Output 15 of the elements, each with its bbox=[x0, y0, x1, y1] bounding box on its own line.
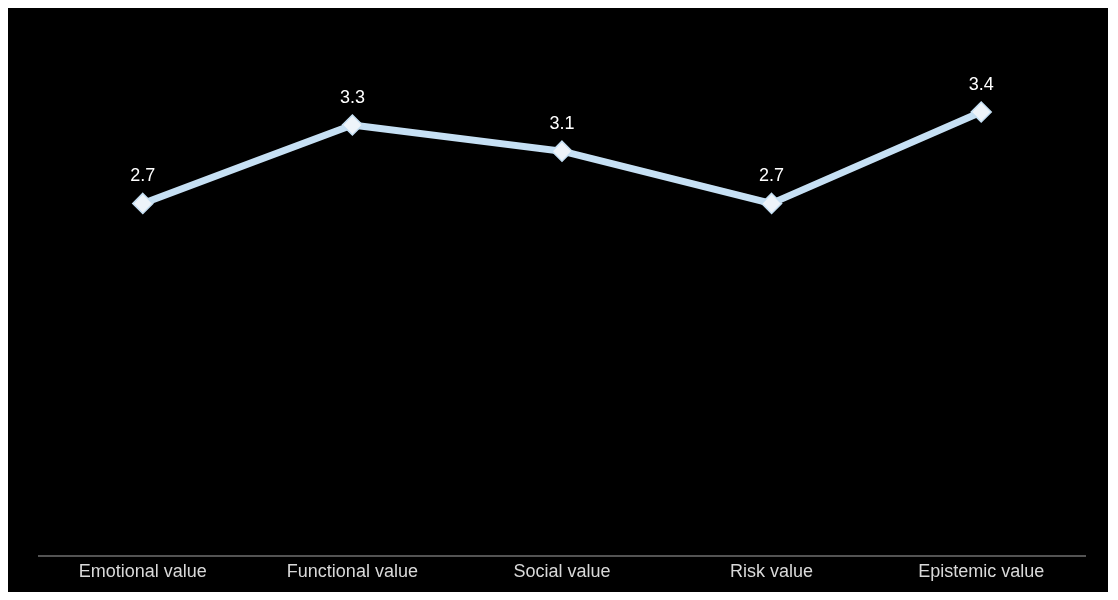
point bbox=[132, 192, 154, 215]
data-label: 3.4 bbox=[968, 74, 994, 94]
point bbox=[970, 101, 992, 123]
x-tick-label: Functional value bbox=[286, 560, 418, 581]
x-tick-label: Epistemic value bbox=[918, 560, 1045, 581]
data-label: 3.1 bbox=[549, 113, 575, 134]
x-tick-label: Risk value bbox=[730, 560, 814, 581]
point bbox=[551, 140, 573, 162]
point bbox=[341, 114, 364, 136]
x-tick-label: Emotional value bbox=[78, 560, 207, 581]
data-label: 3.3 bbox=[339, 87, 365, 108]
x-tick-label: Social value bbox=[513, 560, 611, 581]
point bbox=[760, 192, 783, 215]
data-label: 2.7 bbox=[130, 165, 156, 186]
data-label: 2.7 bbox=[759, 165, 785, 186]
